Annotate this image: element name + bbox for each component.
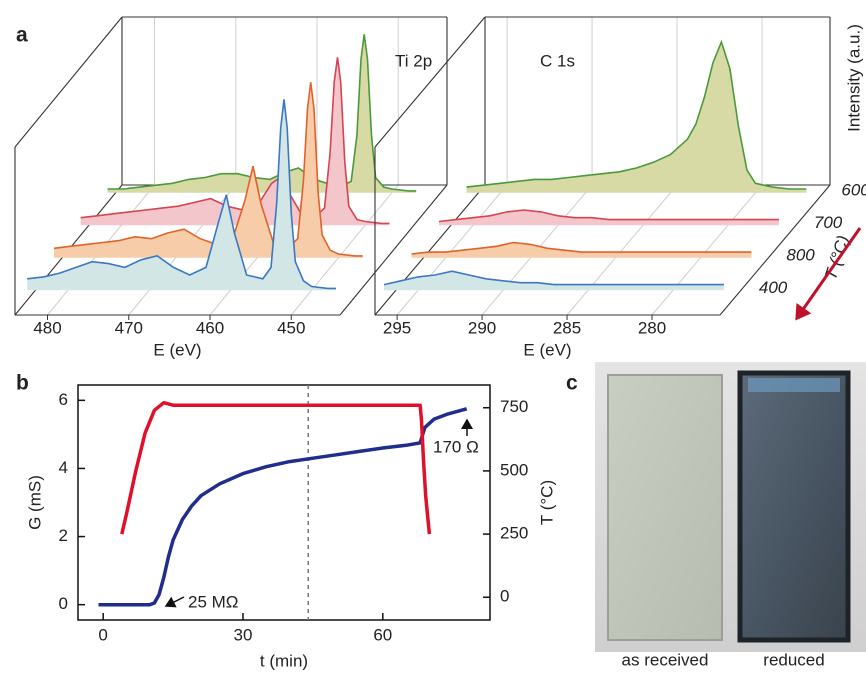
box-edge bbox=[719, 184, 831, 316]
spectrum-fill bbox=[439, 210, 779, 226]
y2-tick-label: 750 bbox=[500, 397, 528, 416]
x-tick-label: 450 bbox=[277, 318, 305, 337]
annotation: 25 MΩ bbox=[188, 592, 239, 611]
plot-frame bbox=[77, 384, 491, 621]
y2-tick-label: 0 bbox=[500, 587, 509, 606]
box-edge bbox=[374, 16, 486, 148]
depth-label: 800 bbox=[786, 245, 815, 264]
photo-as-received bbox=[607, 374, 723, 641]
x-tick-label: 30 bbox=[234, 625, 253, 644]
spectrum-line bbox=[466, 39, 807, 190]
y2-tick-label: 250 bbox=[500, 524, 528, 543]
box-edge bbox=[374, 184, 486, 316]
y-tick-label: 0 bbox=[59, 594, 68, 613]
y-tick-label: 6 bbox=[59, 390, 68, 409]
depth-label: 700 bbox=[814, 213, 843, 232]
y2-axis-label: T (°C) bbox=[537, 480, 556, 525]
spectrum-line bbox=[383, 270, 724, 286]
annotation-arrow bbox=[164, 596, 185, 608]
panel-label: a bbox=[16, 24, 28, 47]
y-tick-label: 4 bbox=[59, 458, 68, 477]
x-axis-label: t (min) bbox=[260, 651, 308, 670]
y-tick-label: 2 bbox=[59, 526, 68, 545]
y-axis-label: Intensity (a.u.) bbox=[844, 24, 863, 132]
x-axis-label: E (eV) bbox=[523, 340, 571, 359]
spectrum-label: Ti 2p bbox=[395, 51, 432, 70]
spectrum-label: C 1s bbox=[540, 51, 575, 70]
x-tick-label: 280 bbox=[638, 318, 666, 337]
series-line bbox=[98, 407, 468, 607]
spectrum-line bbox=[411, 241, 752, 255]
spectrum-line bbox=[27, 99, 336, 290]
photo-edge-tint bbox=[748, 378, 840, 392]
x-tick-label: 285 bbox=[553, 318, 581, 337]
depth-label: 600 bbox=[841, 180, 866, 199]
x-tick-label: 60 bbox=[373, 625, 392, 644]
x-tick-label: 470 bbox=[115, 318, 143, 337]
y-axis-label: G (mS) bbox=[25, 475, 44, 530]
photo-caption: as received bbox=[622, 650, 709, 669]
spectrum-line bbox=[53, 82, 363, 257]
spectrum-fill bbox=[466, 42, 807, 193]
annotation: 170 Ω bbox=[433, 437, 479, 456]
photo-reduced bbox=[737, 370, 851, 643]
panel-label: c bbox=[566, 372, 578, 395]
floor-grid-line bbox=[396, 184, 508, 316]
spectrum-line bbox=[438, 209, 779, 223]
x-tick-label: 290 bbox=[468, 318, 496, 337]
floor-grid-line bbox=[290, 184, 399, 316]
photo-caption: reduced bbox=[763, 650, 824, 669]
depth-arrow bbox=[795, 227, 862, 321]
panel-label: b bbox=[16, 372, 29, 395]
x-tick-label: 480 bbox=[33, 318, 61, 337]
y2-tick-label: 500 bbox=[500, 460, 528, 479]
series-line bbox=[120, 400, 432, 535]
spectrum-fill bbox=[384, 271, 724, 291]
x-tick-label: 0 bbox=[98, 625, 107, 644]
x-tick-label: 460 bbox=[196, 318, 224, 337]
box-edge bbox=[339, 184, 448, 316]
box-edge bbox=[14, 16, 123, 148]
floor-grid-line bbox=[566, 184, 678, 316]
x-tick-label: 295 bbox=[383, 318, 411, 337]
floor-grid-line bbox=[651, 184, 763, 316]
x-axis-label: E (eV) bbox=[153, 340, 201, 359]
depth-label: 400 bbox=[759, 278, 788, 297]
